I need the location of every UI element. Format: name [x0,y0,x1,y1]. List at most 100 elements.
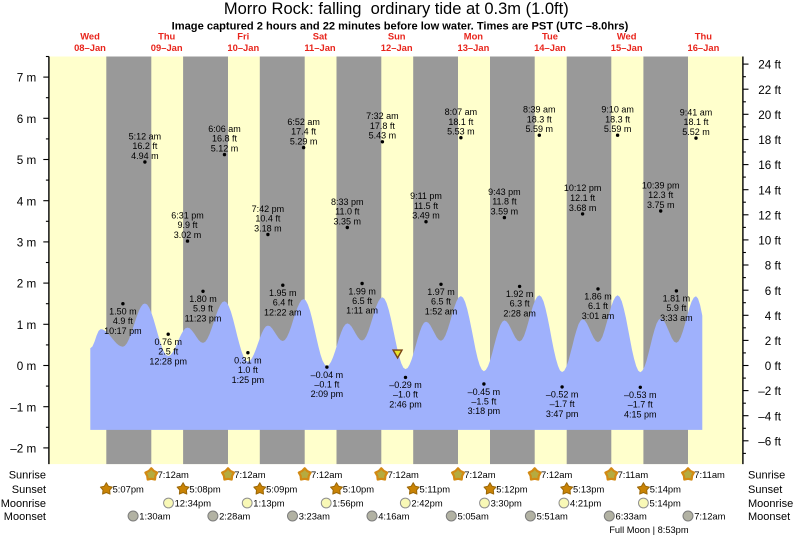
svg-text:3.68 m: 3.68 m [569,203,597,213]
svg-text:12.1 ft: 12.1 ft [570,193,596,203]
svg-text:Sunrise: Sunrise [9,469,46,481]
svg-text:10 ft: 10 ft [758,235,781,248]
svg-text:–1.0 ft: –1.0 ft [393,390,419,400]
svg-text:3:47 pm: 3:47 pm [546,409,579,419]
svg-text:10–Jan: 10–Jan [227,42,259,53]
svg-text:7:42 pm: 7:42 pm [252,204,285,214]
svg-text:Wed: Wed [80,31,100,42]
svg-text:4:16am: 4:16am [378,511,409,522]
svg-text:17.8 ft: 17.8 ft [370,121,396,131]
svg-text:12:34pm: 12:34pm [175,498,212,509]
svg-text:–1 m: –1 m [10,401,36,414]
svg-text:17.4 ft: 17.4 ft [291,127,317,137]
svg-text:1 m: 1 m [17,319,36,332]
svg-text:5:51am: 5:51am [537,511,568,522]
svg-text:–0.53 m: –0.53 m [624,390,657,400]
svg-text:Sunset: Sunset [748,484,782,496]
svg-text:5.59 m: 5.59 m [604,124,632,134]
svg-text:7:32 am: 7:32 am [366,111,399,121]
svg-text:Full Moon | 8:53pm: Full Moon | 8:53pm [609,525,689,535]
svg-text:–1.5 ft: –1.5 ft [471,396,497,406]
svg-text:18 ft: 18 ft [758,134,781,147]
svg-text:7:12am: 7:12am [541,469,572,480]
svg-text:16–Jan: 16–Jan [688,42,720,53]
svg-text:10:17 pm: 10:17 pm [104,326,142,336]
svg-text:12 ft: 12 ft [758,209,781,222]
svg-text:1.97 m: 1.97 m [427,287,455,297]
svg-text:5:05am: 5:05am [458,511,489,522]
svg-text:7:12am: 7:12am [158,469,189,480]
svg-text:9:43 pm: 9:43 pm [488,187,521,197]
svg-text:6.3 ft: 6.3 ft [510,299,531,309]
svg-text:24 ft: 24 ft [758,59,781,72]
svg-text:Fri: Fri [237,31,249,42]
svg-text:12:22 am: 12:22 am [264,307,302,317]
svg-text:5:14pm: 5:14pm [650,498,681,509]
svg-text:18.1 ft: 18.1 ft [683,117,709,127]
svg-text:7:12am: 7:12am [388,469,419,480]
svg-text:3.18 m: 3.18 m [254,223,282,233]
svg-text:2 m: 2 m [17,278,36,291]
svg-text:6.5 ft: 6.5 ft [431,297,452,307]
svg-text:09–Jan: 09–Jan [151,42,183,53]
svg-text:1:25 pm: 1:25 pm [232,375,265,385]
svg-text:6 ft: 6 ft [765,285,782,298]
svg-text:7:12am: 7:12am [464,469,495,480]
svg-text:9:10 am: 9:10 am [601,105,634,115]
svg-text:Moonset: Moonset [748,511,790,523]
svg-text:2:28am: 2:28am [219,511,250,522]
svg-text:2.5 ft: 2.5 ft [158,347,179,357]
svg-text:3:23am: 3:23am [299,511,330,522]
svg-text:5.59 m: 5.59 m [526,124,554,134]
svg-text:Sunrise: Sunrise [748,469,785,481]
svg-text:7:11am: 7:11am [618,469,649,480]
svg-text:16.2 ft: 16.2 ft [132,141,158,151]
svg-text:1:13pm: 1:13pm [253,498,284,509]
svg-text:16.8 ft: 16.8 ft [212,134,238,144]
svg-text:Mon: Mon [464,31,484,42]
svg-text:3:33 am: 3:33 am [660,313,693,323]
svg-text:10:39 pm: 10:39 pm [642,180,680,190]
svg-text:16 ft: 16 ft [758,159,781,172]
svg-text:6.1 ft: 6.1 ft [588,301,609,311]
svg-text:20 ft: 20 ft [758,109,781,122]
svg-text:4.9 ft: 4.9 ft [113,316,134,326]
svg-text:0.76 m: 0.76 m [154,337,182,347]
svg-text:3:01 am: 3:01 am [582,311,615,321]
svg-text:3.59 m: 3.59 m [491,207,519,217]
svg-text:5:10pm: 5:10pm [343,484,374,495]
svg-text:Thu: Thu [695,31,712,42]
svg-text:18.3 ft: 18.3 ft [527,114,553,124]
svg-text:10:12 pm: 10:12 pm [564,183,602,193]
svg-text:6.5 ft: 6.5 ft [352,296,373,306]
svg-text:3:30pm: 3:30pm [491,498,522,509]
svg-text:1:30am: 1:30am [139,511,170,522]
svg-text:1.50 m: 1.50 m [109,307,137,317]
svg-text:3:18 pm: 3:18 pm [468,406,501,416]
svg-text:12–Jan: 12–Jan [381,42,413,53]
svg-text:14–Jan: 14–Jan [534,42,566,53]
svg-text:5.43 m: 5.43 m [369,131,397,141]
svg-text:3.35 m: 3.35 m [334,216,362,226]
svg-text:6:33am: 6:33am [616,511,647,522]
svg-text:8 ft: 8 ft [765,260,782,273]
svg-text:7 m: 7 m [17,72,36,85]
svg-text:7:12am: 7:12am [694,511,725,522]
svg-text:6 m: 6 m [17,113,36,126]
svg-text:1:52 am: 1:52 am [425,306,458,316]
svg-text:3.02 m: 3.02 m [174,230,202,240]
svg-text:Image captured 2 hours and 22: Image captured 2 hours and 22 minutes be… [172,20,629,32]
svg-text:08–Jan: 08–Jan [74,42,106,53]
svg-text:4 ft: 4 ft [765,310,782,323]
svg-text:5:14pm: 5:14pm [650,484,681,495]
svg-text:Sat: Sat [313,31,328,42]
svg-text:0 ft: 0 ft [765,360,782,373]
svg-text:1:11 am: 1:11 am [346,306,378,316]
svg-text:1.99 m: 1.99 m [348,286,376,296]
svg-text:0.31 m: 0.31 m [234,356,262,366]
svg-text:–0.45 m: –0.45 m [468,387,501,397]
svg-text:9:11 pm: 9:11 pm [410,191,442,201]
svg-text:12.3 ft: 12.3 ft [648,190,674,200]
svg-text:14 ft: 14 ft [758,184,781,197]
svg-text:Moonrise: Moonrise [1,498,46,510]
